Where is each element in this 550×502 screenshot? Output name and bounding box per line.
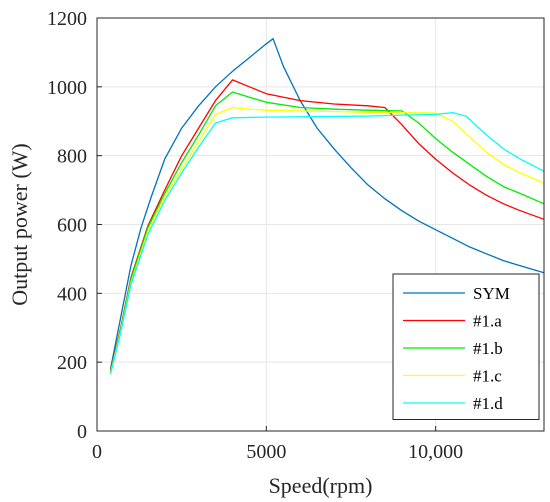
x-tick-label: 0 xyxy=(92,441,102,463)
grid xyxy=(97,18,544,431)
y-axis-label: Output power (W) xyxy=(7,143,32,306)
y-tick-label: 0 xyxy=(77,421,87,443)
series-line-5 xyxy=(109,111,545,375)
x-axis-label: Speed(rpm) xyxy=(269,473,373,498)
legend: SYM #1.a #1.b #1.c #1.d xyxy=(392,273,540,420)
x-tick-label: 10,000 xyxy=(408,441,463,463)
legend-label: SYM xyxy=(473,284,510,303)
y-tick-label: 200 xyxy=(57,352,87,374)
legend-label: #1.d xyxy=(473,394,503,413)
x-tick-label: 5000 xyxy=(246,441,286,463)
y-tick-label: 1200 xyxy=(47,8,87,30)
axis-ticks: 0 5000 10,000 0 200 400 600 800 1000 1200 xyxy=(47,8,463,463)
series-line-3 xyxy=(109,91,545,373)
series-line-2 xyxy=(109,79,545,371)
series-line-4 xyxy=(109,106,545,374)
legend-label: #1.b xyxy=(473,339,503,358)
legend-label: #1.a xyxy=(473,312,502,331)
legend-box xyxy=(392,273,540,420)
y-tick-label: 600 xyxy=(57,215,87,237)
y-tick-label: 800 xyxy=(57,146,87,168)
series-lines xyxy=(109,38,545,375)
y-tick-label: 400 xyxy=(57,283,87,305)
legend-label: #1.c xyxy=(473,367,502,386)
y-tick-label: 1000 xyxy=(47,77,87,99)
